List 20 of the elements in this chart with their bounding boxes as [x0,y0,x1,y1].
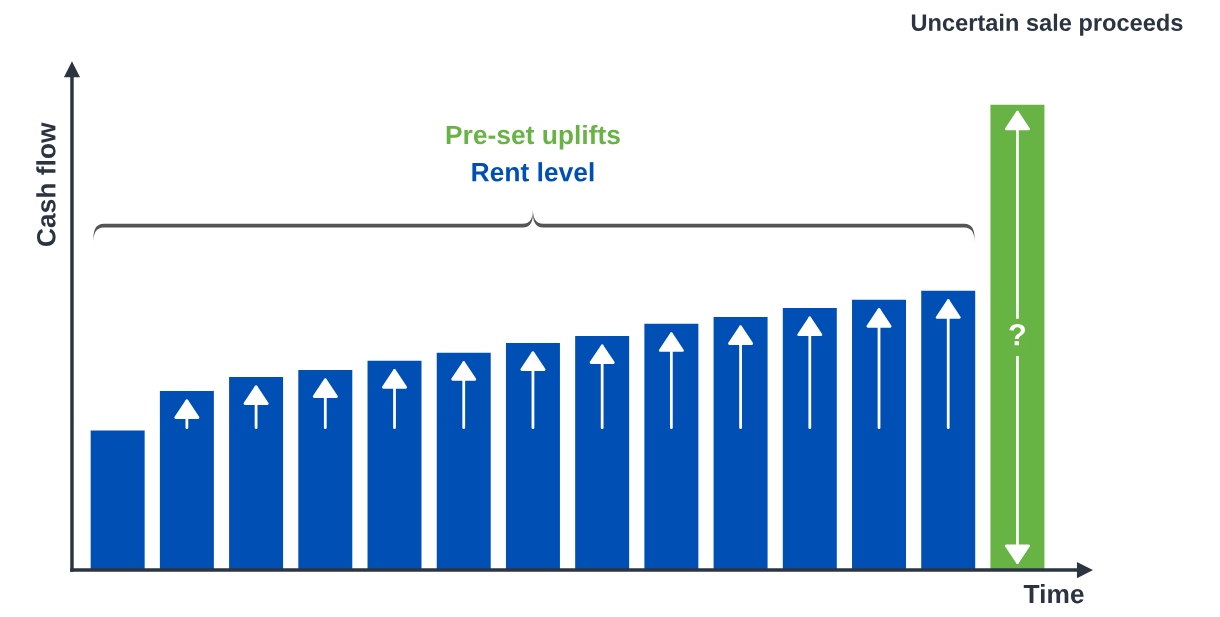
annotation: ? [1009,323,1026,346]
bar [921,290,976,571]
bar [505,342,560,571]
bar [575,335,630,571]
bar [436,352,491,571]
text: Uncertain sale proceeds [911,13,1183,36]
bar [298,369,353,571]
bar [367,360,422,571]
y-axis-title: Cash flow [36,122,56,247]
annotation: Rent level [472,162,594,182]
x-axis-title: Time [1023,584,1084,604]
bar [852,299,907,571]
bar [713,316,768,571]
bar [990,104,1045,571]
bar [782,308,837,571]
bar [90,430,145,571]
bar [644,323,699,571]
bar [229,376,284,571]
annotation: Pre-set uplifts [446,124,620,150]
bar [159,390,214,571]
